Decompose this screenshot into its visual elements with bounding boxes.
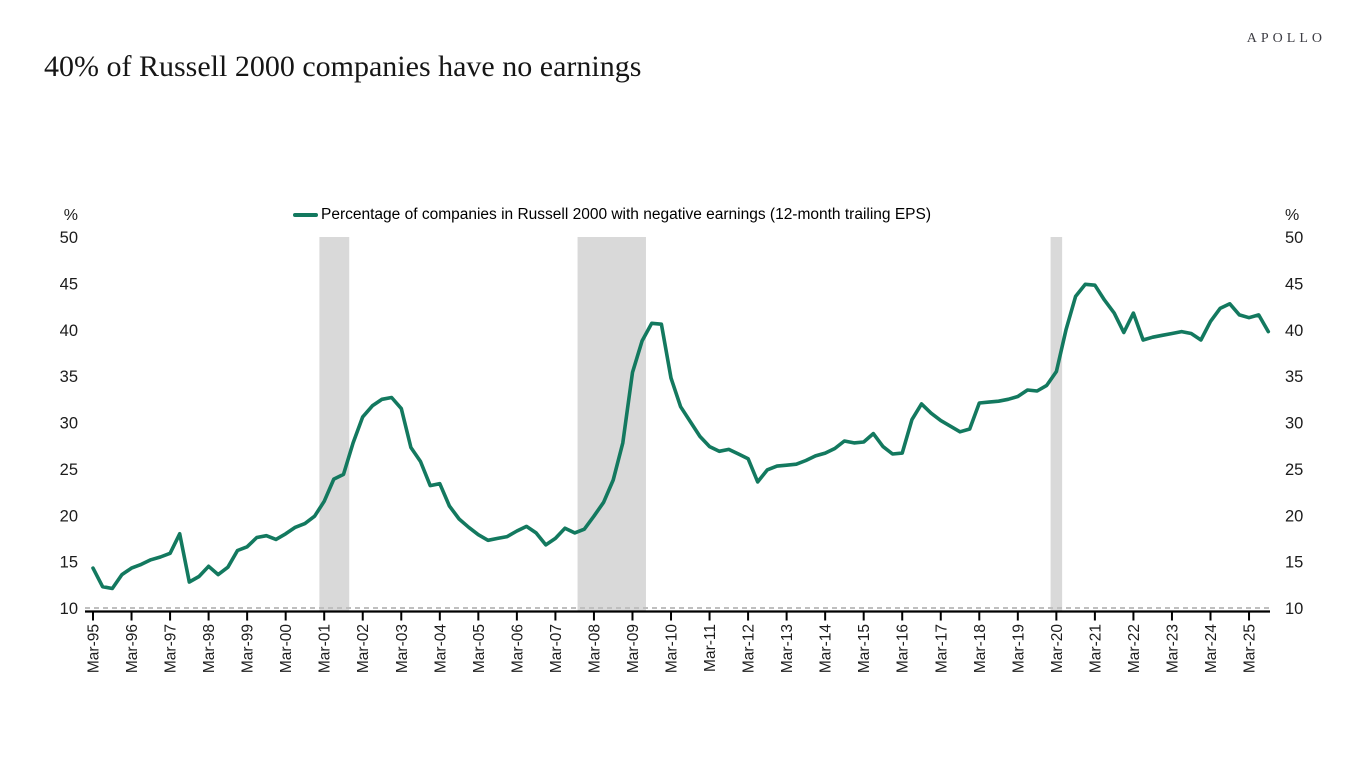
series-line-negative-earnings [91,282,1271,591]
x-tick-label: Mar-13 [779,624,796,673]
x-tick-label: Mar-11 [702,624,719,672]
x-tick-label: Mar-17 [933,624,950,673]
recession-bands [319,237,1063,611]
x-tick-label: Mar-19 [1010,624,1027,673]
y-axis-labels: 10 10 15 15 20 20 25 25 30 30 35 35 40 40 45 45 50 50%% [60,207,1304,618]
x-tick-label: Mar-21 [1087,624,1104,673]
recession-band-2008-09 [577,237,646,611]
y-tick-label-left: 40 [60,322,78,340]
x-tick-label: Mar-23 [1164,624,1181,673]
y-axis-unit-left: % [64,207,78,224]
y-tick-label-left: 10 [60,600,78,618]
x-tick-label: Mar-07 [548,624,565,673]
x-tick-label: Mar-15 [856,624,873,673]
x-tick-label: Mar-06 [509,624,526,673]
y-tick-label-right: 10 [1285,600,1303,618]
x-tick-label: Mar-20 [1049,624,1066,673]
y-tick-label-left: 45 [60,275,78,293]
y-tick-label-left: 20 [60,507,78,525]
y-tick-label-left: 25 [60,461,78,479]
y-tick-label-right: 40 [1285,322,1303,340]
x-tick-label: Mar-16 [895,624,912,673]
y-tick-label-right: 35 [1285,368,1303,386]
x-tick-label: Mar-12 [741,624,758,673]
legend-line-swatch [293,213,318,217]
x-tick-label: Mar-09 [625,624,642,673]
y-tick-label-right: 50 [1285,229,1303,247]
y-axis-unit-right: % [1285,207,1299,224]
x-tick-label: Mar-01 [317,624,334,673]
x-tick-label: Mar-22 [1126,624,1143,673]
x-tick-label: Mar-04 [432,624,449,673]
y-tick-label-left: 35 [60,368,78,386]
y-tick-label-right: 15 [1285,554,1303,572]
x-tick-label: Mar-14 [818,624,835,673]
y-tick-label-right: 20 [1285,507,1303,525]
x-tick-label: Mar-96 [124,624,141,673]
x-axis: Mar-95 Mar-96 Mar-97 Mar-98 Mar-99 Mar-00 Mar-… [85,610,1270,673]
page-title: 40% of Russell 2000 companies have no ea… [44,50,642,83]
recession-band-2020 [1050,237,1063,611]
x-tick-label: Mar-97 [163,624,180,673]
x-tick-label: Mar-95 [86,624,103,673]
x-tick-label: Mar-02 [355,624,372,673]
x-tick-label: Mar-25 [1242,624,1259,673]
x-tick-label: Mar-98 [201,624,218,673]
x-tick-label: Mar-00 [278,624,295,673]
y-tick-label-left: 30 [60,415,78,433]
brand-logo: APOLLO [1246,31,1326,46]
x-tick-label: Mar-08 [586,624,603,673]
x-tick-label: Mar-24 [1203,624,1220,673]
y-tick-label-right: 25 [1285,461,1303,479]
x-tick-label: Mar-03 [394,624,411,673]
y-tick-label-right: 45 [1285,275,1303,293]
x-tick-label: Mar-99 [240,624,257,673]
y-tick-label-left: 50 [60,229,78,247]
x-tick-label: Mar-05 [471,624,488,673]
legend-label: Percentage of companies in Russell 2000 … [321,206,932,223]
y-tick-label-right: 30 [1285,415,1303,433]
chart-legend: Percentage of companies in Russell 2000 … [293,205,931,225]
recession-band-2001 [319,237,350,611]
x-tick-label: Mar-18 [972,624,989,673]
y-tick-label-left: 15 [60,554,78,572]
x-tick-label: Mar-10 [664,624,681,673]
